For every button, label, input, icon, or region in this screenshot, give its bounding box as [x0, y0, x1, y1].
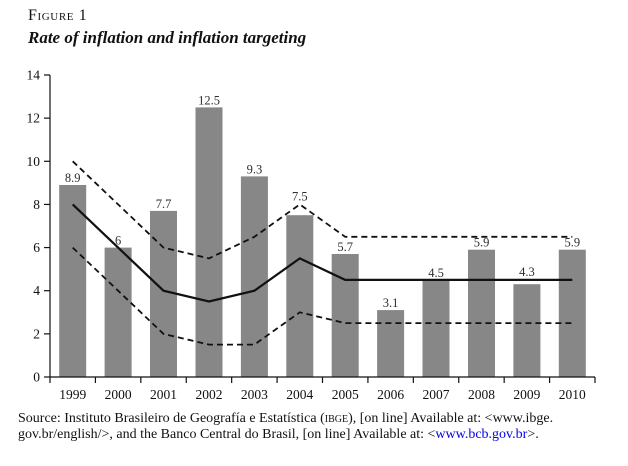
- y-tick-label: 14: [27, 68, 41, 83]
- x-tick-label: 2008: [468, 387, 495, 402]
- y-tick-label: 2: [33, 326, 40, 341]
- x-tick-label: 2001: [150, 387, 177, 402]
- bar-2008: [468, 249, 495, 377]
- bar-2010: [558, 249, 586, 377]
- source-text-4: >.: [527, 427, 539, 442]
- figure-title-block: Figure 1 Rate of inflation and inflation…: [28, 6, 306, 48]
- x-tick-label: 2002: [196, 387, 223, 402]
- bar-2004: [286, 215, 314, 377]
- x-tick-label: 2003: [241, 387, 268, 402]
- target-line: [71, 203, 573, 303]
- bar-value-label: 8.9: [65, 171, 81, 185]
- bar-value-label: 5.9: [474, 236, 490, 250]
- x-tick-label: 1999: [59, 387, 86, 402]
- bar-2005: [331, 254, 359, 377]
- x-tick-label: 2005: [332, 387, 359, 402]
- figure-label: Figure 1: [28, 7, 88, 24]
- bar-value-label: 9.3: [247, 162, 263, 176]
- bar-2007: [422, 279, 450, 377]
- y-tick-label: 8: [33, 197, 40, 212]
- bar-value-label: 4.3: [519, 265, 535, 279]
- source-text-2: ), [on line] Available at: <www.ibge.: [348, 411, 554, 426]
- lower-band-line: [72, 246, 573, 346]
- bar-2002: [195, 107, 223, 378]
- bar-value-label: 6: [115, 234, 121, 248]
- x-tick-label: 2004: [286, 387, 313, 402]
- x-tick-label: 2010: [559, 387, 586, 402]
- source-note: Source: Instituto Brasileiro de Geografí…: [18, 411, 616, 443]
- bar-value-label: 5.9: [564, 236, 580, 250]
- bar-1999: [59, 185, 87, 377]
- bar-2000: [104, 247, 132, 377]
- bar-value-label: 7.7: [156, 197, 172, 211]
- bar-2003: [240, 176, 268, 377]
- y-tick-label: 6: [33, 240, 40, 255]
- upper-band-line: [72, 160, 573, 260]
- x-tick-label: 2009: [513, 387, 540, 402]
- y-tick-label: 10: [27, 154, 41, 169]
- figure-subtitle: Rate of inflation and inflation targetin…: [28, 28, 307, 47]
- y-tick-label: 4: [33, 283, 40, 298]
- bar-value-label: 4.5: [428, 266, 444, 280]
- bar-2009: [513, 284, 541, 377]
- ibge-smallcaps: ibge: [324, 411, 349, 426]
- bcb-link[interactable]: www.bcb.gov.br: [435, 427, 528, 442]
- bar-value-label: 5.7: [337, 240, 353, 254]
- bar-value-label: 3.1: [383, 296, 399, 310]
- x-tick-label: 2006: [377, 387, 404, 402]
- source-text-1: Source: Instituto Brasileiro de Geografí…: [18, 411, 325, 426]
- x-tick-label: 2007: [423, 387, 450, 402]
- source-text-3: gov.br/english/>, and the Banco Central …: [18, 427, 436, 442]
- bar-value-label: 7.5: [292, 189, 308, 203]
- y-tick-label: 12: [27, 111, 41, 126]
- bar-value-label: 12.5: [198, 93, 220, 107]
- y-tick-label: 0: [33, 370, 40, 385]
- bar-2006: [377, 310, 405, 377]
- x-tick-label: 2000: [105, 387, 132, 402]
